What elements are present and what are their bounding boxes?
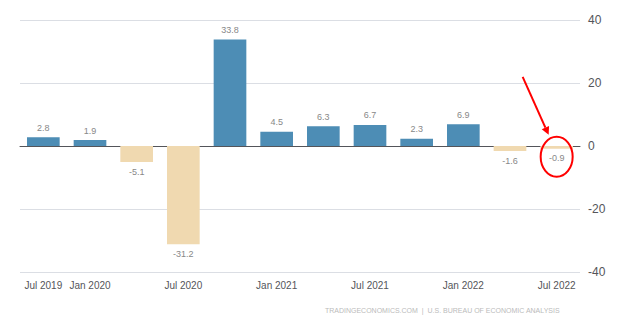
- svg-text:-31.2: -31.2: [173, 249, 194, 259]
- svg-text:20: 20: [588, 76, 602, 90]
- svg-text:6.3: 6.3: [317, 112, 330, 122]
- svg-text:-1.6: -1.6: [502, 156, 518, 166]
- svg-text:-5.1: -5.1: [129, 167, 145, 177]
- svg-text:Jan 2020: Jan 2020: [69, 280, 111, 291]
- svg-text:-20: -20: [588, 202, 606, 216]
- svg-text:Jan 2022: Jan 2022: [443, 280, 485, 291]
- svg-text:33.8: 33.8: [221, 25, 239, 35]
- svg-text:-0.9: -0.9: [549, 153, 565, 163]
- svg-text:2.8: 2.8: [37, 123, 50, 133]
- svg-text:0: 0: [588, 139, 595, 153]
- svg-text:40: 40: [588, 13, 602, 27]
- svg-text:Jul 2020: Jul 2020: [164, 280, 202, 291]
- svg-text:4.5: 4.5: [270, 117, 283, 127]
- svg-text:Jul 2019: Jul 2019: [24, 280, 62, 291]
- svg-text:TRADINGECONOMICS.COM | U.S.: TRADINGECONOMICS.COM | U.S. BUREAU OF EC…: [325, 307, 560, 315]
- svg-text:1.9: 1.9: [84, 126, 97, 136]
- svg-text:-40: -40: [588, 265, 606, 279]
- svg-text:2.3: 2.3: [410, 124, 423, 134]
- svg-text:Jul 2022: Jul 2022: [538, 280, 576, 291]
- svg-text:Jan 2021: Jan 2021: [256, 280, 298, 291]
- svg-text:6.9: 6.9: [457, 110, 470, 120]
- svg-text:6.7: 6.7: [364, 110, 377, 120]
- svg-text:Jul 2021: Jul 2021: [351, 280, 389, 291]
